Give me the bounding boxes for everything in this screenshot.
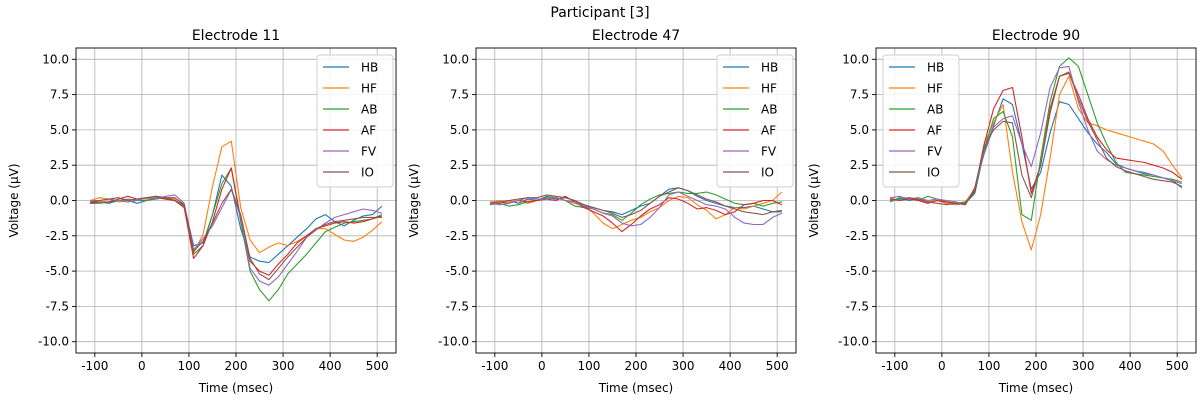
legend-label-hb: HB — [761, 61, 778, 75]
y-tick-label: 0.0 — [450, 194, 469, 208]
legend-label-fv: FV — [761, 145, 777, 159]
y-tick-label: -2.5 — [46, 229, 69, 243]
series-line-io — [890, 71, 1183, 206]
x-tick-label: 0 — [938, 359, 946, 373]
x-tick-label: 400 — [1119, 359, 1142, 373]
series-line-af — [890, 72, 1183, 204]
legend-label-hf: HF — [927, 82, 943, 96]
series-line-io — [90, 188, 382, 281]
y-tick-label: -7.5 — [46, 299, 69, 313]
y-tick-label: 2.5 — [450, 158, 469, 172]
subplot-3: -100 0 100 200 300 400 500 -10.0 -7.5 -5.0 -2.5 0.0… — [807, 28, 1197, 395]
y-tick-label: -7.5 — [446, 299, 469, 313]
x-tick-label: 0 — [538, 359, 546, 373]
x-tick-label: 400 — [719, 359, 742, 373]
y-tick-label: 2.5 — [50, 158, 69, 172]
subplot-2: -100 0 100 200 300 400 500 -10.0 -7.5 -5.0 -2.5 0.0… — [407, 28, 797, 395]
y-tick-label: 2.5 — [850, 158, 869, 172]
x-tick-label: 100 — [977, 359, 1000, 373]
y-tick-label: -5.0 — [846, 264, 869, 278]
legend-label-io: IO — [927, 166, 940, 180]
series-line-fv — [890, 65, 1183, 206]
legend-box — [882, 54, 960, 188]
y-axis-label: Voltage (µV) — [407, 163, 421, 237]
y-axis-label: Voltage (µV) — [7, 163, 21, 237]
y-tick-label: 0.0 — [850, 194, 869, 208]
series-line-hb — [90, 174, 383, 264]
x-tick-label: 500 — [766, 359, 789, 373]
y-tick-label: -10.0 — [38, 335, 69, 349]
legend-label-hf: HF — [761, 82, 777, 96]
series-line-af — [490, 195, 783, 233]
y-axis-label: Voltage (µV) — [807, 163, 821, 237]
series-line-io — [490, 187, 782, 218]
x-axis-label: Time (msec) — [598, 381, 673, 395]
x-axis-label: Time (msec) — [998, 381, 1073, 395]
x-tick-label: 0 — [138, 359, 146, 373]
legend-label-af: AF — [361, 124, 376, 138]
y-tick-label: -10.0 — [438, 335, 469, 349]
legend-label-ab: AB — [761, 103, 777, 117]
y-tick-label: 7.5 — [450, 88, 469, 102]
legend-label-hb: HB — [927, 61, 944, 75]
x-tick-label: -100 — [81, 359, 108, 373]
x-tick-label: 300 — [1072, 359, 1095, 373]
x-tick-label: -100 — [481, 359, 508, 373]
y-tick-label: 7.5 — [50, 88, 69, 102]
y-tick-label: 5.0 — [50, 123, 69, 137]
x-tick-label: 500 — [1166, 359, 1189, 373]
y-tick-label: 10.0 — [42, 52, 69, 66]
figure-suptitle: Participant [3] — [550, 5, 649, 21]
y-tick-label: -2.5 — [446, 229, 469, 243]
y-tick-label: -7.5 — [846, 299, 869, 313]
y-tick-label: -5.0 — [46, 264, 69, 278]
subplot-1: -100 0 100 200 300 400 500 -10.0 -7.5 -5.0 -2.5 0.0… — [7, 28, 397, 395]
legend-label-ab: AB — [361, 103, 377, 117]
legend-label-af: AF — [927, 124, 942, 138]
legend: HB HF AB AF FV IO — [316, 54, 394, 188]
legend-box — [716, 54, 794, 188]
legend-label-io: IO — [361, 166, 374, 180]
legend-label-af: AF — [761, 124, 776, 138]
legend-label-ab: AB — [927, 103, 943, 117]
series-line-fv — [490, 191, 783, 227]
y-tick-label: -10.0 — [838, 335, 869, 349]
y-tick-label: 10.0 — [842, 52, 869, 66]
x-tick-label: 200 — [1025, 359, 1048, 373]
subplot-title: Electrode 90 — [992, 28, 1080, 44]
x-tick-label: -100 — [881, 359, 908, 373]
legend-label-io: IO — [761, 166, 774, 180]
x-tick-label: 500 — [366, 359, 389, 373]
legend-label-fv: FV — [361, 145, 377, 159]
legend-box — [316, 54, 394, 188]
subplot-title: Electrode 11 — [192, 28, 280, 44]
x-tick-label: 400 — [319, 359, 342, 373]
y-tick-label: 5.0 — [450, 123, 469, 137]
y-tick-label: 0.0 — [50, 194, 69, 208]
x-tick-label: 200 — [625, 359, 648, 373]
legend: HB HF AB AF FV IO — [716, 54, 794, 188]
legend-label-fv: FV — [927, 145, 943, 159]
x-tick-label: 200 — [225, 359, 248, 373]
y-tick-label: -2.5 — [846, 229, 869, 243]
legend: HB HF AB AF FV IO — [882, 54, 960, 188]
y-tick-label: 7.5 — [850, 88, 869, 102]
x-axis-label: Time (msec) — [198, 381, 273, 395]
legend-label-hf: HF — [361, 82, 377, 96]
y-tick-label: 5.0 — [850, 123, 869, 137]
subplot-title: Electrode 47 — [592, 28, 680, 44]
x-tick-label: 100 — [577, 359, 600, 373]
y-tick-label: -5.0 — [446, 264, 469, 278]
x-tick-label: 300 — [272, 359, 295, 373]
x-tick-label: 300 — [672, 359, 695, 373]
x-tick-label: 100 — [177, 359, 200, 373]
legend-label-hb: HB — [361, 61, 378, 75]
y-tick-label: 10.0 — [442, 52, 469, 66]
